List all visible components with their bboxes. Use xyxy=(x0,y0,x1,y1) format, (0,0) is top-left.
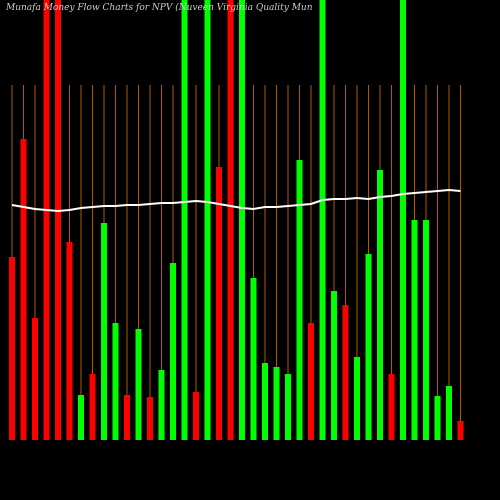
bar xyxy=(423,220,429,440)
flow-line xyxy=(11,188,461,213)
bar xyxy=(319,0,326,440)
bar xyxy=(78,395,84,440)
bar xyxy=(331,291,337,440)
bar xyxy=(20,139,27,440)
bar xyxy=(308,323,314,440)
bar xyxy=(262,363,268,440)
bar xyxy=(124,395,130,440)
chart-title: Munafa Money Flow Charts for NPV (Nuveen… xyxy=(5,2,313,13)
bar xyxy=(446,386,452,440)
bar xyxy=(377,170,383,440)
bar xyxy=(204,0,211,440)
bar xyxy=(181,0,188,440)
bar xyxy=(388,374,395,440)
bar xyxy=(285,374,291,440)
bar xyxy=(193,392,199,440)
bar xyxy=(101,223,107,440)
bar xyxy=(89,374,96,440)
bar xyxy=(135,329,142,440)
bar xyxy=(296,160,303,440)
bar xyxy=(9,257,15,440)
bar xyxy=(216,167,222,440)
bar xyxy=(434,396,441,440)
bar xyxy=(158,370,165,440)
bar xyxy=(457,421,464,440)
bar xyxy=(239,0,245,440)
bar xyxy=(411,220,418,440)
bar xyxy=(227,0,234,440)
bar xyxy=(66,242,73,440)
bar xyxy=(170,263,176,440)
bar xyxy=(43,0,50,440)
bar xyxy=(32,318,38,440)
bar xyxy=(112,323,119,440)
bar xyxy=(354,357,360,440)
bar xyxy=(365,254,372,440)
bar xyxy=(400,0,406,440)
bar xyxy=(147,397,153,440)
bar xyxy=(55,0,61,440)
bar xyxy=(273,367,280,440)
bar xyxy=(250,278,257,440)
bar xyxy=(342,305,349,440)
